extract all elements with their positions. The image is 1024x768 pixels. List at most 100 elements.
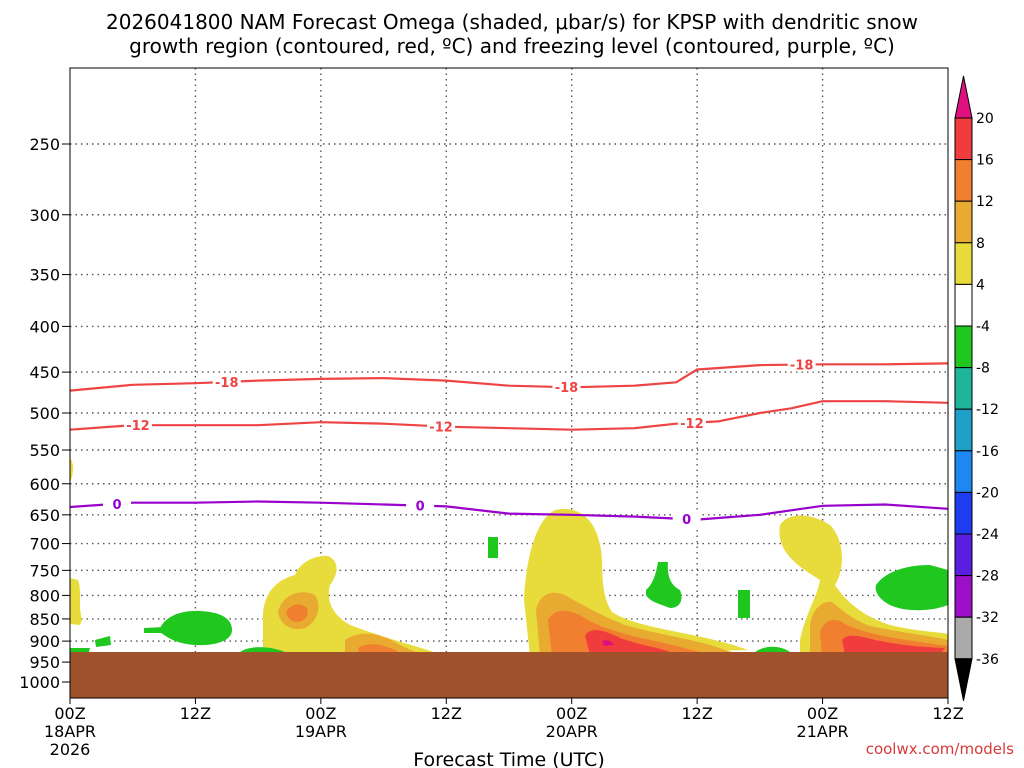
x-tick-label: 00Z [54,704,85,723]
omega-area-red [842,635,945,654]
colorbar-bottom-arrow [954,658,973,701]
colorbar-label: -4 [976,319,990,335]
contour-label-background [787,356,816,372]
omega-area-yellow [70,578,82,625]
contour-label-background [552,379,581,395]
y-tick-label: 750 [29,561,60,580]
plot-frame [69,67,949,699]
chart-title-line-1: 2026041800 NAM Forecast Omega (shaded, μ… [106,10,918,34]
y-tick-label: 900 [29,632,60,651]
contour-lines: -18 -18 -18 -12 -12 -12 0 0 0 [69,356,949,528]
omega-area-orange [286,604,308,622]
omega-area-green [875,565,948,611]
terrain-below-ground [70,652,948,698]
x-tick-date: 19APR [295,722,347,741]
x-tick-label: 12Z [932,704,963,723]
omega-shading [70,458,948,656]
x-tick-label: 00Z [807,704,838,723]
contour-label-background [677,414,706,430]
colorbar-swatch [954,575,973,618]
colorbar-label: 20 [976,111,994,127]
y-tick-label: 500 [29,404,60,423]
contour-label-background [427,418,456,434]
x-tick-date: 21APR [797,722,849,741]
omega-area-red [585,630,670,654]
y-tick-label: 800 [29,586,60,605]
colorbar-swatch [954,616,973,660]
contour-label: -18 [790,359,814,374]
omega-area-orange [548,610,700,656]
colorbar-label: -8 [976,361,990,377]
colorbar-label: -12 [976,402,999,418]
x-tick-date: 18APR [44,722,96,741]
contour-label: -12 [680,417,704,432]
x-tick-year: 2026 [50,740,91,759]
colorbar-label: -24 [976,527,999,543]
chart-title-line-2: growth region (contoured, red, ºC) and f… [129,34,895,58]
colorbar-swatch [954,159,973,202]
chart-title: 2026041800 NAM Forecast Omega (shaded, μ… [106,10,918,58]
credit-text[interactable]: coolwx.com/models [865,740,1014,758]
colorbar-top-arrow [954,75,973,119]
y-tick-label: 650 [29,506,60,525]
omega-area-green [160,610,232,646]
x-tick-label: 12Z [681,704,712,723]
colorbar-label: 4 [976,277,985,293]
colorbar: 20 16 12 8 4 -4 -8 -12 -16 -20 -24 -28 -32 -36 [954,75,999,701]
contour-label-background [406,497,435,513]
y-tick-label: 450 [29,363,60,382]
contour-label: -12 [429,420,453,435]
contour-line--12 [69,400,949,431]
colorbar-label: 8 [976,236,985,252]
colorbar-label: -32 [976,610,999,626]
colorbar-swatch [954,242,973,285]
colorbar-swatch [954,117,973,161]
omega-area-yellow [262,555,445,656]
colorbar-swatch [954,325,973,369]
omega-area-green [488,537,498,558]
contour-label: 0 [416,500,425,515]
colorbar-swatch [954,408,973,452]
contour-label-background [123,417,152,433]
colorbar-label: -20 [976,485,999,501]
contour-label: 0 [113,498,122,513]
omega-area-green [95,636,111,647]
contour-label: -12 [126,419,150,434]
omega-area-green [144,627,165,633]
omega-area-green [738,590,750,618]
contour-label-background [672,511,701,527]
y-tick-label: 300 [29,206,60,225]
y-tick-label: 600 [29,475,60,494]
contour-label-background [212,373,241,389]
colorbar-swatch [954,200,973,244]
colorbar-swatch [954,283,973,327]
contour-line-0 [69,500,949,521]
y-axis: 250 300 350 400 450 500 550 600 650 700 750 800 850 9… [19,135,70,692]
x-tick-label: 00Z [556,704,587,723]
y-tick-label: 400 [29,317,60,336]
y-tick-label: 850 [29,610,60,629]
colorbar-swatch [954,491,973,535]
colorbar-label: -16 [976,444,999,460]
colorbar-label: 12 [976,194,994,210]
y-tick-label: 350 [29,266,60,285]
y-tick-label: 950 [29,653,60,672]
contour-label: -18 [555,381,579,396]
omega-area-yellow [70,458,73,482]
x-tick-label: 12Z [431,704,462,723]
y-tick-label: 250 [29,135,60,154]
x-tick-date: 20APR [546,722,598,741]
plot-area: -18 -18 -18 -12 -12 -12 0 0 0 [69,67,949,699]
colorbar-swatch [954,367,973,410]
contour-label-background [103,495,132,511]
contour-label: 0 [682,513,691,528]
x-tick-label: 00Z [305,704,336,723]
omega-area-green [646,562,682,608]
x-tick-label: 12Z [180,704,211,723]
colorbar-swatch [954,450,973,493]
y-tick-label: 700 [29,535,60,554]
colorbar-label: -36 [976,652,999,668]
colorbar-label: -28 [976,569,999,585]
